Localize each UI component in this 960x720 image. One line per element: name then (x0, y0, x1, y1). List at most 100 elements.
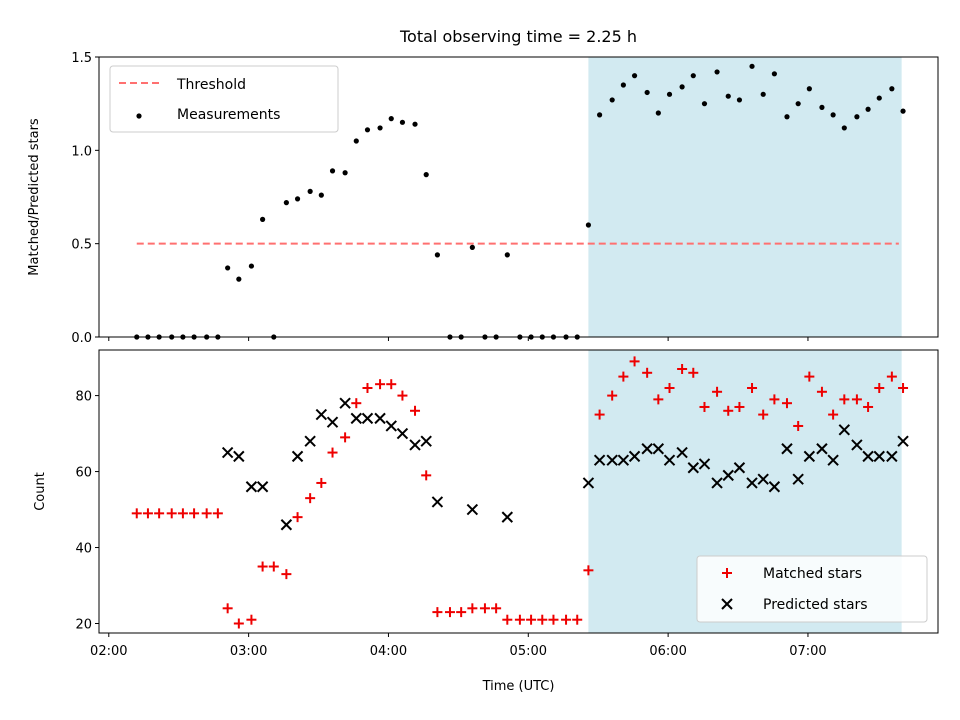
predicted-star-point (245, 481, 258, 493)
predicted-star-point (396, 427, 409, 440)
measurement-point (597, 112, 603, 118)
measurement-point (377, 125, 383, 131)
cross-stroke-b (256, 481, 269, 493)
measurement-point (434, 252, 440, 258)
predicted-star-point (862, 450, 874, 463)
predicted-star-point (663, 454, 676, 466)
measurement-point (714, 69, 720, 75)
measurement-point (760, 91, 766, 97)
measurement-point (784, 114, 790, 120)
matched-star-point (664, 382, 675, 393)
cross-stroke-b (698, 458, 711, 470)
bottom-xtick-label: 04:00 (370, 644, 407, 659)
matched-star-point (874, 382, 885, 393)
predicted-star-point (698, 458, 711, 470)
matched-star-point (629, 356, 640, 367)
predicted-star-point (256, 481, 269, 493)
cross-stroke-b (431, 496, 444, 508)
matched-star-point (316, 477, 327, 488)
top-ytick-label: 0.5 (71, 238, 92, 253)
measurement-point (830, 112, 836, 118)
bottom-axes-frame (98, 349, 939, 634)
legend-measurements-label: Measurements (177, 107, 280, 123)
measurements-series (134, 63, 906, 340)
matched-star-point (572, 614, 583, 625)
bottom-xtick-label: 07:00 (789, 644, 826, 659)
top-ytick-label: 1.5 (71, 51, 92, 66)
bottom-legend: Matched stars Predicted stars (696, 555, 928, 623)
matched-star-point (677, 363, 688, 374)
cross-stroke-b (862, 450, 874, 463)
cross-stroke-b (746, 477, 758, 489)
measurement-point (318, 192, 324, 198)
matched-star-point (561, 614, 572, 625)
matched-star-point (851, 394, 862, 405)
matched-star-point (583, 565, 594, 576)
predicted-star-point (781, 443, 793, 455)
cross-stroke-b (816, 443, 828, 455)
cross-stroke-b (466, 503, 479, 516)
predicted-star-point (886, 450, 898, 463)
matched-star-point (246, 614, 257, 625)
matched-star-point (747, 382, 758, 393)
matched-star-point (327, 447, 338, 458)
predicted-star-point (606, 454, 618, 466)
cross-stroke-b (886, 450, 898, 463)
cross-stroke-b (350, 412, 363, 425)
predicted-star-point (291, 450, 304, 463)
predicted-star-point (617, 454, 630, 466)
cross-stroke-b (851, 439, 863, 451)
predicted-star-point (711, 477, 723, 489)
measurement-point (655, 110, 661, 116)
matched-star-point (839, 394, 850, 405)
matched-star-point (421, 470, 432, 481)
cross-stroke-b (420, 435, 432, 447)
matched-star-point (444, 607, 455, 618)
matched-star-point (281, 569, 292, 580)
predicted-star-point (315, 408, 328, 421)
matched-star-point (410, 405, 421, 416)
bottom-xtick-label: 02:00 (90, 644, 127, 659)
bottom-ytick-label: 80 (75, 390, 92, 405)
measurement-point (854, 114, 860, 120)
measurement-point (771, 71, 777, 77)
matched-star-point (177, 508, 188, 519)
matched-star-point (594, 409, 605, 420)
top-ylabel: Matched/Predicted stars (27, 118, 42, 276)
predicted-star-point (304, 435, 316, 447)
cross-stroke-b (676, 446, 688, 459)
predicted-star-point (792, 473, 804, 485)
cross-stroke-b (873, 450, 885, 463)
matched-star-point (340, 432, 351, 443)
predicted-star-point (838, 424, 851, 436)
cross-stroke-b (838, 424, 851, 436)
predicted-star-point (385, 420, 397, 432)
legend-predicted-label: Predicted stars (763, 597, 868, 613)
measurement-point (620, 82, 626, 88)
cross-stroke-b (280, 519, 293, 531)
predicted-star-point (431, 496, 444, 508)
measurement-point (388, 116, 394, 122)
measurement-point (260, 216, 266, 222)
legend-matched-label: Matched stars (763, 566, 862, 582)
matched-star-point (898, 382, 909, 393)
measurement-point (889, 86, 895, 92)
matched-star-point (154, 508, 165, 519)
matched-star-point (268, 561, 279, 572)
predicted-star-point (409, 439, 421, 451)
predicted-star-point (676, 446, 688, 459)
cross-stroke-b (641, 443, 653, 455)
bottom-axis-ticks: 20 40 60 80 02:00 03:00 04:00 05:00 06:00 07:00 (75, 390, 826, 659)
predicted-star-point (374, 412, 386, 425)
measurement-point (469, 244, 475, 250)
matched-star-point (397, 390, 408, 401)
matched-star-point (618, 371, 629, 382)
matched-star-point (699, 401, 710, 412)
matched-star-point (292, 512, 303, 523)
bottom-xtick-label: 03:00 (230, 644, 267, 659)
cross-stroke-b (628, 450, 641, 463)
cross-stroke-b (396, 427, 409, 440)
measurement-point (749, 63, 755, 69)
cross-stroke-b (593, 454, 606, 466)
